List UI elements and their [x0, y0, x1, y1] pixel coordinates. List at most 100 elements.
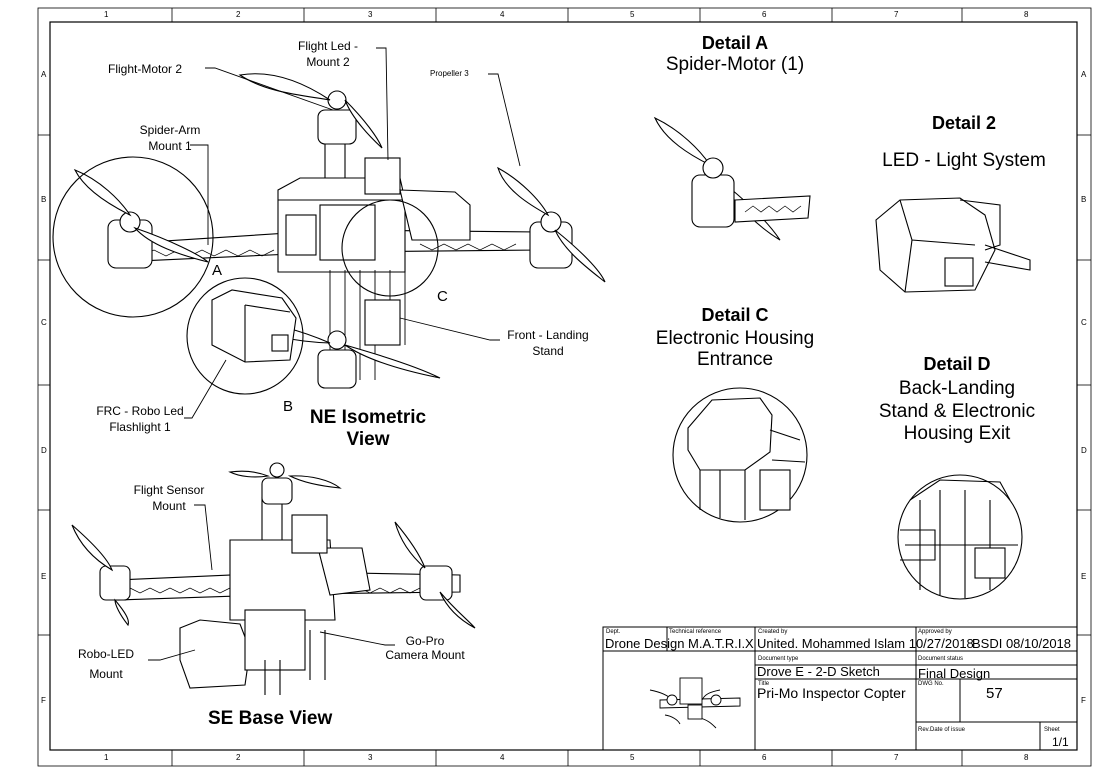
- view-title-se-base: SE Base View: [208, 708, 333, 729]
- tb-tech-ref: M.A.T.R.I.X: [688, 636, 754, 651]
- callout-front-landing-line1: Front - Landing: [507, 328, 589, 342]
- tb-title: Pri-Mo Inspector Copter: [757, 685, 906, 701]
- detail-c-label: Detail C Electronic Housing Entrance: [636, 302, 834, 370]
- callout-robo-led: Robo-LED Mount: [70, 644, 142, 684]
- zone-row-a: A: [41, 70, 47, 79]
- tb-tech-ref-label: Technical reference: [669, 629, 722, 635]
- detail-2-drawing: [875, 197, 1031, 293]
- callout-propeller: Propeller 3: [430, 69, 469, 78]
- callout-flight-sensor: Flight Sensor Mount: [124, 482, 214, 514]
- title-block-grid: [602, 626, 1078, 751]
- zone-col-8-bottom: 8: [1024, 753, 1029, 762]
- callout-robo-led-line2: Mount: [89, 667, 123, 681]
- ne-motor-bottom: [317, 330, 357, 389]
- tb-dwg-no: 57: [986, 685, 1003, 702]
- detail-2-title: Detail 2: [931, 113, 997, 133]
- callout-gopro: Go-Pro Camera Mount: [380, 634, 470, 662]
- view-title-ne-line1: NE Isometric: [309, 407, 427, 428]
- callout-flight-sensor-line1: Flight Sensor: [133, 483, 205, 497]
- tb-rev-label: Rev.: [918, 727, 930, 733]
- callout-gopro-line1: Go-Pro: [405, 634, 445, 648]
- tb-doc-status-label: Document status: [918, 656, 964, 662]
- detail-a-subtitle: Spider-Motor (1): [665, 54, 805, 75]
- ne-isometric-drone: [52, 73, 606, 395]
- se-motor-right: [419, 565, 453, 601]
- detail-d-drawing: [897, 474, 1023, 600]
- callout-spider-arm-line1: Spider-Arm: [139, 123, 201, 137]
- zone-col-4-bottom: 4: [500, 753, 505, 762]
- detail-circle-b: [186, 277, 304, 395]
- callout-flight-led-mount-line1: Flight Led -: [297, 39, 359, 53]
- tb-dwg-no-label: DWG No.: [918, 681, 944, 687]
- detail-d-title: Detail D: [923, 354, 991, 374]
- zone-col-5: 5: [630, 10, 635, 19]
- zone-row-f-right: F: [1081, 696, 1086, 705]
- zone-col-1-bottom: 1: [104, 753, 109, 762]
- tb-created-by-label: Created by: [758, 629, 788, 635]
- tb-approved-by: BSDI 08/10/2018: [972, 636, 1072, 651]
- zone-col-4: 4: [500, 10, 505, 19]
- callout-front-landing: Front - Landing Stand: [500, 327, 596, 359]
- detail-circle-c: [341, 199, 439, 297]
- detail-d-subtitle-line1: Back-Landing: [898, 378, 1016, 399]
- tb-doc-type: Drove E - 2-D Sketch: [757, 664, 880, 679]
- zone-col-3: 3: [368, 10, 373, 19]
- zone-row-e: E: [41, 572, 47, 581]
- zone-col-1: 1: [104, 10, 109, 19]
- detail-d-subtitle-line2: Stand & Electronic: [878, 401, 1036, 422]
- tb-doc-status: Final Design: [918, 666, 991, 681]
- detail-d-label: Detail D Back-Landing Stand & Electronic…: [858, 351, 1056, 444]
- detail-d-subtitle-line3: Housing Exit: [903, 423, 1011, 444]
- detail-a-drawing: [653, 116, 811, 241]
- detail-marker-b: B: [283, 398, 294, 415]
- detail-2-label: Detail 2 LED - Light System: [862, 110, 1066, 174]
- callout-frc-led-line2: Flashlight 1: [109, 420, 171, 434]
- zone-row-e-right: E: [1081, 572, 1087, 581]
- detail-c-drawing: [672, 387, 808, 523]
- callout-flight-sensor-line2: Mount: [152, 499, 186, 513]
- detail-c-subtitle-line2: Entrance: [696, 349, 774, 370]
- se-leader-lines: [148, 504, 395, 661]
- tb-date-issue-label: Date of issue: [930, 727, 966, 733]
- zone-row-d: D: [41, 446, 47, 455]
- detail-marker-a: A: [212, 262, 223, 279]
- callout-robo-led-line1: Robo-LED: [77, 647, 135, 661]
- title-block-thumbnail: [649, 677, 741, 729]
- tb-dept: Drone Design: [605, 636, 685, 651]
- tb-approved-by-label: Approved by: [918, 629, 952, 635]
- callout-spider-arm: Spider-Arm Mount 1: [130, 122, 210, 154]
- callout-frc-led: FRC - Robo Led Flashlight 1: [88, 403, 192, 435]
- ne-leader-lines: [184, 47, 521, 419]
- zone-col-7: 7: [894, 10, 899, 19]
- callout-gopro-line2: Camera Mount: [385, 648, 465, 662]
- zone-col-7-bottom: 7: [894, 753, 899, 762]
- detail-c-subtitle-line1: Electronic Housing: [655, 328, 815, 349]
- zone-row-b: B: [41, 195, 47, 204]
- zone-row-a-right: A: [1081, 70, 1087, 79]
- zone-row-c-right: C: [1081, 318, 1087, 327]
- zone-row-f: F: [41, 696, 46, 705]
- tb-dept-label: Dept.: [606, 629, 621, 635]
- se-base-drone: [71, 462, 476, 695]
- detail-a-label: Detail A Spider-Motor (1): [640, 32, 830, 76]
- zone-col-2-bottom: 2: [236, 753, 241, 762]
- tb-sheet: 1/1: [1052, 735, 1069, 749]
- detail-marker-c: C: [437, 288, 448, 305]
- callout-flight-led-mount: Flight Led - Mount 2: [282, 38, 374, 70]
- zone-col-6-bottom: 6: [762, 753, 767, 762]
- zone-row-c: C: [41, 318, 47, 327]
- tb-doc-type-label: Document type: [758, 656, 799, 662]
- detail-c-title: Detail C: [701, 305, 769, 325]
- zone-col-5-bottom: 5: [630, 753, 635, 762]
- zone-col-6: 6: [762, 10, 767, 19]
- view-title-ne-isometric: NE Isometric View: [298, 407, 438, 451]
- zone-col-8: 8: [1024, 10, 1029, 19]
- zone-row-b-right: B: [1081, 195, 1087, 204]
- zone-ticks: [38, 8, 1091, 766]
- ne-motor-left: [107, 211, 153, 269]
- se-motor-top: [261, 462, 293, 505]
- tb-sheet-label: Sheet: [1044, 727, 1060, 733]
- ne-motor-right: [529, 211, 573, 269]
